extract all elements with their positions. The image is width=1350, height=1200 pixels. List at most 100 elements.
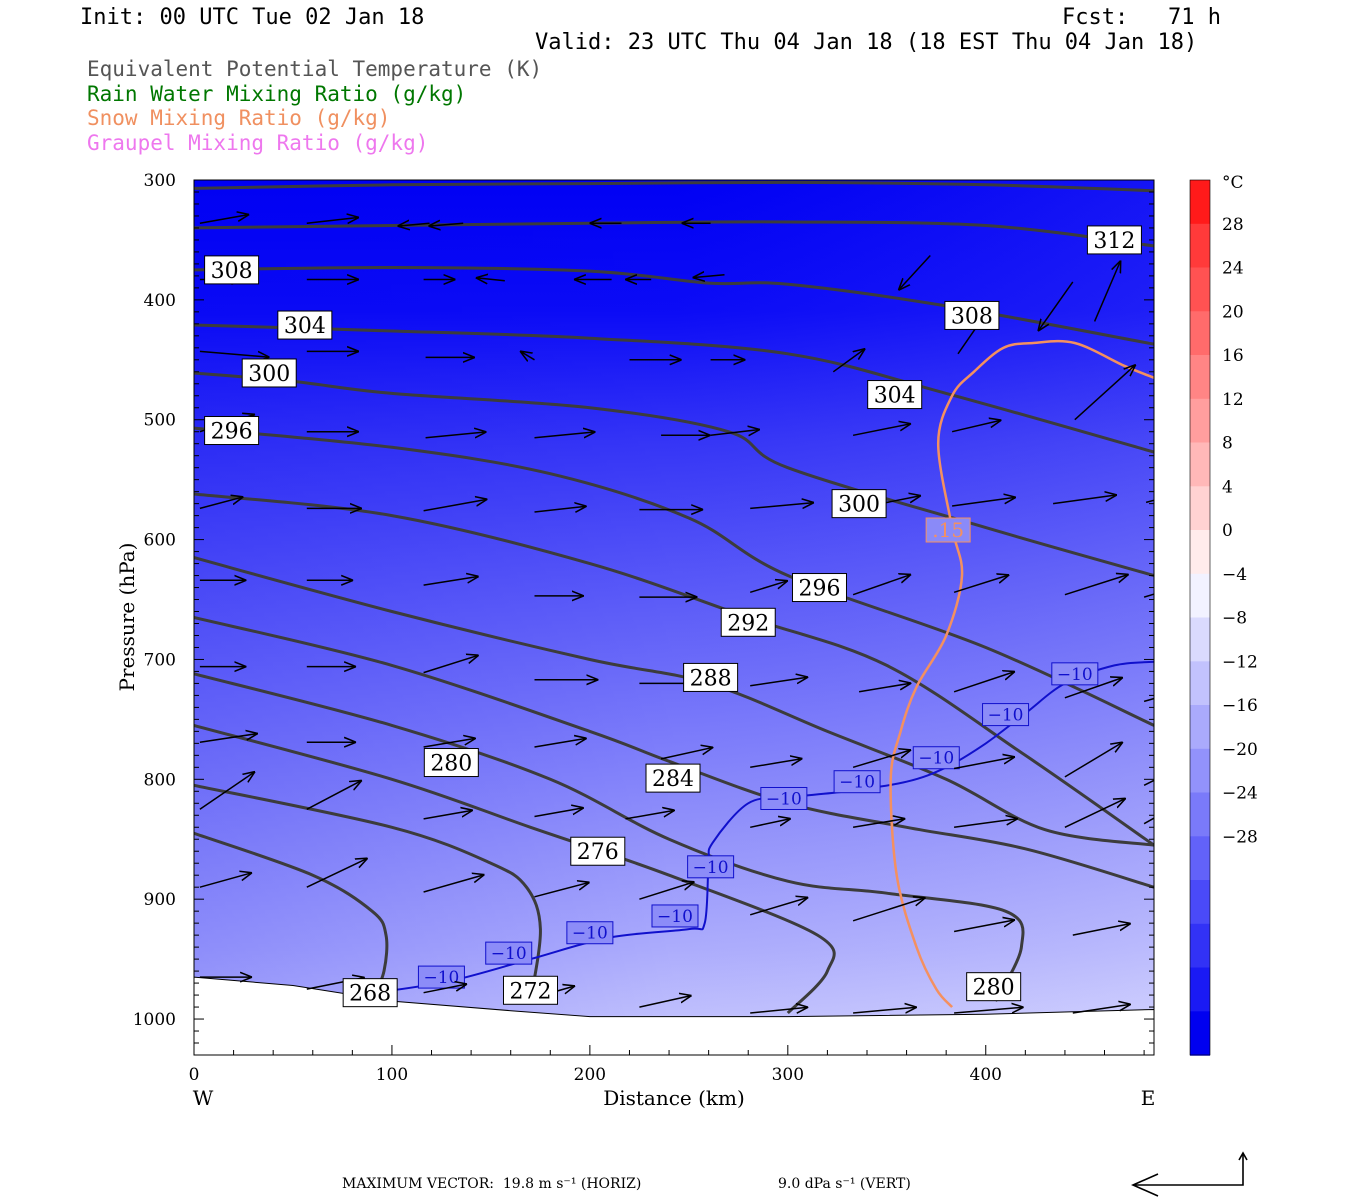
svg-text:300: 300: [248, 362, 290, 387]
colorbar-swatch: [1190, 530, 1210, 575]
theta-e-label: 300: [831, 489, 887, 519]
svg-text:280: 280: [973, 976, 1015, 1001]
colorbar-tick-label: 28: [1222, 215, 1244, 235]
legend-theta-e: Equivalent Potential Temperature (K): [87, 57, 543, 81]
reference-vector-icon: [1131, 1151, 1248, 1197]
theta-e-contour-312: [194, 180, 1154, 193]
wind-vector: [852, 898, 926, 922]
theta-e-label: 276: [570, 836, 626, 866]
wind-vector: [953, 819, 1018, 829]
y-tick-label: 900: [144, 890, 176, 910]
x-left-label: W: [193, 1086, 214, 1110]
wind-vector: [660, 747, 713, 760]
wind-vector: [1093, 261, 1121, 322]
wind-vector: [534, 506, 587, 512]
wind-vector: [951, 420, 1001, 433]
wind-vector: [423, 738, 476, 748]
svg-text:−10: −10: [693, 858, 729, 878]
wind-vector: [423, 875, 485, 893]
colorbar-swatch: [1190, 311, 1210, 356]
wind-vector: [199, 772, 255, 810]
wind-vector: [1072, 1004, 1131, 1014]
svg-text:−10: −10: [572, 924, 608, 944]
wind-vector: [520, 351, 535, 360]
x-tick-label: 300: [772, 1065, 804, 1085]
colorbar-tick-label: 24: [1222, 259, 1244, 279]
wind-vector: [423, 655, 479, 674]
theta-e-label: 296: [204, 416, 260, 446]
wind-vector: [832, 349, 865, 373]
svg-text:−10: −10: [766, 789, 802, 809]
wind-vector: [1064, 798, 1126, 828]
legend-graupel: Graupel Mixing Ratio (g/kg): [87, 131, 429, 155]
svg-text:308: 308: [211, 259, 253, 284]
svg-text:280: 280: [430, 752, 472, 777]
isotherm-label: −10: [833, 770, 881, 794]
snow-contour-label: .15: [925, 517, 971, 543]
plot-frame: [193, 179, 1155, 1056]
isotherm-label: −10: [982, 703, 1030, 727]
wind-vector: [534, 808, 584, 818]
theta-e-contour-272: [194, 783, 542, 1002]
svg-text:272: 272: [509, 979, 551, 1004]
legend-rain: Rain Water Mixing Ratio (g/kg): [87, 82, 467, 106]
x-tick-label: 400: [970, 1065, 1002, 1085]
colorbar-swatch: [1190, 223, 1210, 269]
theta-e-label: 272: [502, 975, 558, 1005]
theta-e-label: 288: [683, 662, 739, 692]
colorbar-tick-label: −8: [1222, 609, 1247, 629]
wind-vector: [425, 432, 487, 438]
wind-vector: [534, 432, 596, 438]
isotherm-label: −10: [912, 746, 960, 770]
x-tick-label: 0: [189, 1065, 200, 1085]
wind-vector: [750, 677, 808, 687]
svg-text:−10: −10: [423, 968, 459, 988]
theta-e-label: 308: [204, 255, 260, 285]
wind-vector: [858, 683, 911, 693]
max-vector-horiz: MAXIMUM VECTOR: 19.8 m s⁻¹ (HORIZ): [342, 1176, 642, 1192]
theta-e-contour-268: [194, 831, 389, 1002]
theta-e-label: 268: [342, 978, 398, 1008]
wind-vector: [534, 738, 587, 748]
colorbar-swatch: [1190, 355, 1210, 400]
wind-vector: [852, 574, 911, 596]
svg-text:−10: −10: [918, 749, 954, 769]
svg-text:304: 304: [284, 314, 326, 339]
wind-vector: [639, 882, 694, 900]
wind-vector: [750, 1007, 808, 1013]
svg-text:284: 284: [652, 767, 694, 792]
isotherm-label: −10: [687, 855, 735, 879]
wind-vector: [306, 217, 359, 223]
svg-text:268: 268: [349, 982, 391, 1007]
svg-text:.15: .15: [932, 518, 964, 542]
svg-text:292: 292: [727, 611, 769, 636]
theta-e-label: 300: [241, 358, 297, 388]
colorbar-swatch: [1190, 267, 1210, 312]
wind-vector: [199, 350, 270, 357]
colorbar-tick-label: 4: [1222, 477, 1233, 497]
forecast-hour: Fcst: 71 h: [1062, 5, 1221, 30]
wind-vector: [1143, 817, 1154, 825]
wind-vector: [852, 750, 911, 769]
wind-vector: [428, 223, 464, 226]
wind-vector: [1064, 742, 1123, 778]
wind-vector: [306, 858, 368, 888]
legend-snow: Snow Mixing Ratio (g/kg): [87, 106, 391, 130]
theta-e-label: 296: [791, 573, 847, 603]
colorbar-tick-label: 0: [1222, 521, 1233, 541]
x-right-label: E: [1141, 1086, 1156, 1110]
wind-vector: [199, 215, 249, 224]
svg-text:−10: −10: [657, 907, 693, 927]
colorbar-swatch: [1190, 967, 1210, 1012]
theta-e-label: 312: [1086, 225, 1142, 255]
init-time: Init: 00 UTC Tue 02 Jan 18: [80, 5, 425, 30]
wind-vector: [750, 759, 802, 769]
isotherm-label: −10: [760, 786, 808, 810]
wind-vector: [639, 996, 691, 1008]
wind-vector: [423, 499, 488, 512]
y-tick-label: 500: [144, 411, 176, 431]
wind-vector: [1038, 281, 1074, 331]
wind-vector: [953, 757, 1015, 770]
y-tick-label: 800: [144, 770, 176, 790]
wind-vector: [625, 810, 675, 820]
